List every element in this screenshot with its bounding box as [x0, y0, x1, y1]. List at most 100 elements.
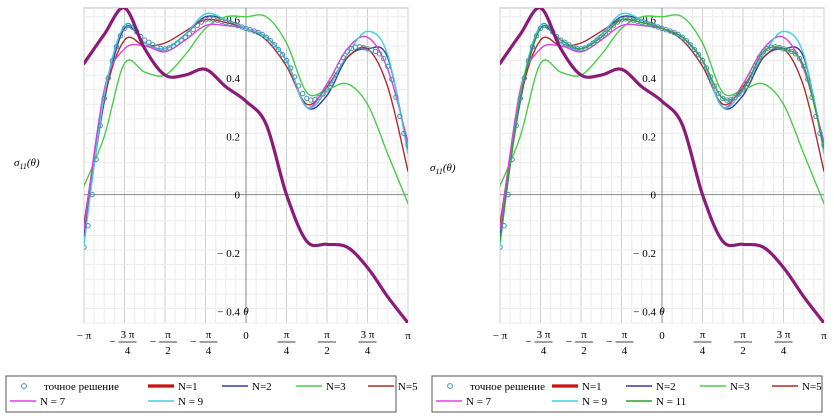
legend-label: N = 9 — [178, 396, 204, 408]
exact-solution-point — [533, 33, 540, 39]
legend-entry: N = 9 — [148, 396, 204, 408]
exact-solution-point — [259, 31, 265, 38]
legend-entry: N=3 — [296, 381, 346, 393]
x-tick-denominator: 4 — [781, 345, 787, 357]
legend-label: N = 7 — [466, 396, 492, 408]
exact-solution-point — [344, 49, 350, 55]
legend-label: N=5 — [802, 381, 822, 393]
exact-solution-point — [142, 37, 148, 43]
x-tick-label: 0 — [243, 330, 249, 342]
x-tick-sign: − — [525, 336, 531, 348]
x-tick-label: π4 — [277, 329, 296, 357]
exact-solution-point — [300, 90, 306, 97]
x-tick-label: −π 2 — [566, 329, 593, 357]
y-axis-label: σ11(θ) — [430, 162, 456, 176]
exact-solution-point — [610, 22, 617, 29]
x-tick-denominator: 4 — [622, 345, 628, 357]
x-tick-denominator: 4 — [365, 345, 371, 357]
x-axis-label: θ — [659, 306, 665, 318]
x-tick-text: 0 — [243, 330, 249, 342]
exact-solution-point — [756, 54, 762, 61]
series-group — [500, 8, 824, 323]
legend-label: N=3 — [326, 381, 346, 393]
exact-solution-point — [186, 31, 193, 37]
exact-solution-point — [275, 46, 282, 53]
exact-solution-point — [501, 223, 507, 229]
x-tick-denominator: 2 — [165, 345, 171, 357]
x-tick-label: −3 π 4 — [109, 329, 137, 357]
legend-label: N=2 — [252, 381, 272, 393]
y-tick-label: − 0.4 — [217, 306, 240, 318]
series-exact-solution-markers — [500, 16, 824, 250]
legend-entry: точное решение — [21, 381, 119, 393]
exact-solution-point — [283, 57, 290, 64]
exact-solution-point — [744, 80, 750, 87]
exact-solution-point — [602, 31, 608, 37]
grid — [499, 8, 825, 324]
legend-label: N=3 — [730, 381, 750, 393]
x-tick-numerator: π — [700, 329, 706, 341]
exact-solution-point — [97, 122, 103, 129]
exact-solution-point — [817, 130, 823, 137]
exact-solution-point — [732, 94, 738, 101]
x-tick-label: 3 π4 — [358, 329, 377, 357]
x-tick-label: π — [821, 330, 827, 342]
x-tick-numerator: π — [206, 329, 212, 341]
exact-solution-point — [728, 97, 734, 103]
x-tick-denominator: 4 — [284, 345, 290, 357]
legend-label: N=2 — [656, 381, 676, 393]
exact-solution-point — [594, 37, 600, 43]
exact-solution-point — [687, 42, 694, 48]
legend-entry: N=1 — [552, 381, 602, 393]
x-tick-label: −3 π 4 — [525, 329, 553, 357]
exact-solution-point — [385, 63, 391, 70]
exact-solution-point — [190, 26, 197, 33]
exact-solution-point — [695, 52, 702, 58]
x-tick-numerator: π — [284, 329, 290, 341]
x-tick-label: π4 — [693, 329, 712, 357]
exact-solution-point — [788, 48, 795, 55]
legend-entry: N=5 — [368, 381, 418, 393]
legend-entry: N = 7 — [10, 396, 66, 408]
exact-solution-point — [287, 65, 294, 71]
exact-solution-point — [121, 25, 128, 32]
exact-solution-point — [792, 51, 799, 57]
exact-solution-point — [101, 95, 108, 102]
x-tick-text: − π — [493, 330, 508, 342]
exact-solution-point — [582, 45, 588, 51]
exact-solution-point — [703, 65, 710, 71]
legend-entry: N=5 — [772, 381, 822, 393]
legend-label: N = 9 — [582, 396, 608, 408]
legend: точное решение N=1 N=2 N=3 N=5 N = 7 N = 9 N = … — [431, 375, 823, 413]
legend-entry: N=3 — [700, 381, 750, 393]
exact-solution-point — [113, 44, 120, 50]
legend-marker — [447, 383, 453, 389]
exact-solution-point — [372, 48, 379, 55]
exact-solution-point — [146, 39, 152, 45]
exact-solution-point — [606, 26, 613, 33]
y-axis-label: σ11(θ) — [14, 157, 40, 171]
exact-solution-point — [85, 223, 91, 229]
x-tick-label: π2 — [318, 329, 336, 357]
exact-solution-point — [182, 34, 189, 40]
exact-solution-point — [614, 19, 621, 25]
exact-solution-point — [590, 40, 596, 46]
y-tick-label: 0.2 — [642, 131, 656, 143]
x-tick-text: π — [405, 330, 411, 342]
exact-solution-point — [513, 122, 519, 129]
x-tick-numerator: π — [165, 329, 171, 341]
exact-solution-point — [813, 113, 819, 120]
legend-label: N = 11 — [656, 396, 686, 408]
x-tick-denominator: 2 — [324, 345, 330, 357]
exact-solution-point — [194, 22, 201, 29]
x-tick-numerator: π — [740, 329, 746, 341]
x-tick-numerator: 3 π — [361, 329, 375, 341]
legend-entry: N = 9 — [552, 396, 608, 408]
exact-solution-point — [105, 75, 112, 81]
y-axis-label-sub: 11 — [435, 167, 442, 176]
y-tick-label: 0.2 — [226, 131, 240, 143]
exact-solution-point — [393, 94, 399, 100]
x-tick-sign: − — [606, 336, 612, 348]
exact-solution-point — [801, 63, 807, 70]
